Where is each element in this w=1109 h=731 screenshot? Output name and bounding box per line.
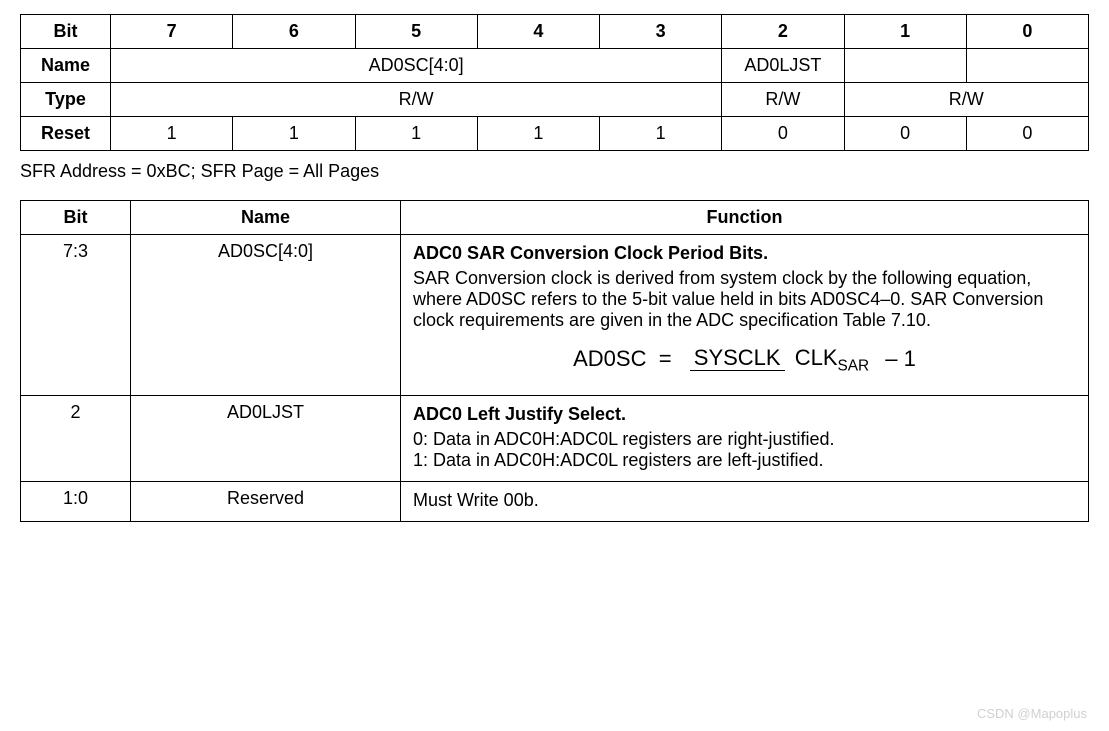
desc-bit-ad0ljst: 2 bbox=[21, 396, 131, 482]
bit-col-5: 5 bbox=[355, 15, 477, 49]
name-cell-ad0sc: AD0SC[4:0] bbox=[111, 49, 722, 83]
desc-header-row: Bit Name Function bbox=[21, 201, 1089, 235]
bit-col-7: 7 bbox=[111, 15, 233, 49]
desc-func-ad0ljst: ADC0 Left Justify Select. 0: Data in ADC… bbox=[401, 396, 1089, 482]
reset-2: 0 bbox=[722, 117, 844, 151]
sfr-address-line: SFR Address = 0xBC; SFR Page = All Pages bbox=[20, 161, 1089, 182]
type-row: Type R/W R/W R/W bbox=[21, 83, 1089, 117]
reset-6: 1 bbox=[233, 117, 355, 151]
desc-bit-ad0sc: 7:3 bbox=[21, 235, 131, 396]
type-label: Type bbox=[21, 83, 111, 117]
desc-name-ad0ljst: AD0LJST bbox=[131, 396, 401, 482]
name-row: Name AD0SC[4:0] AD0LJST bbox=[21, 49, 1089, 83]
desc-func-reserved: Must Write 00b. bbox=[401, 482, 1089, 522]
bit-col-2: 2 bbox=[722, 15, 844, 49]
reset-0: 0 bbox=[966, 117, 1088, 151]
eq-denominator: CLKSAR bbox=[791, 345, 873, 370]
bit-label: Bit bbox=[21, 15, 111, 49]
equation-ad0sc: AD0SC = SYSCLK CLKSAR – 1 bbox=[413, 345, 1076, 375]
name-cell-empty-0 bbox=[966, 49, 1088, 83]
name-label: Name bbox=[21, 49, 111, 83]
desc-func-ad0sc: ADC0 SAR Conversion Clock Period Bits. S… bbox=[401, 235, 1089, 396]
desc-header-name: Name bbox=[131, 201, 401, 235]
bit-header-row: Bit 7 6 5 4 3 2 1 0 bbox=[21, 15, 1089, 49]
func-title-ad0sc: ADC0 SAR Conversion Clock Period Bits. bbox=[413, 243, 1076, 264]
func-title-ad0ljst: ADC0 Left Justify Select. bbox=[413, 404, 1076, 425]
eq-numerator: SYSCLK bbox=[690, 345, 785, 371]
reset-row: Reset 1 1 1 1 1 0 0 0 bbox=[21, 117, 1089, 151]
reset-5: 1 bbox=[355, 117, 477, 151]
desc-name-ad0sc: AD0SC[4:0] bbox=[131, 235, 401, 396]
reset-7: 1 bbox=[111, 117, 233, 151]
reset-3: 1 bbox=[600, 117, 722, 151]
desc-bit-reserved: 1:0 bbox=[21, 482, 131, 522]
type-cell-2: R/W bbox=[844, 83, 1089, 117]
bit-col-4: 4 bbox=[477, 15, 599, 49]
bit-field-table: Bit 7 6 5 4 3 2 1 0 Name AD0SC[4:0] AD0L… bbox=[20, 14, 1089, 151]
bit-col-1: 1 bbox=[844, 15, 966, 49]
type-cell-0: R/W bbox=[111, 83, 722, 117]
func-line1-ad0ljst: 1: Data in ADC0H:ADC0L registers are lef… bbox=[413, 450, 1076, 471]
eq-lhs: AD0SC bbox=[573, 346, 646, 371]
func-body-ad0sc: SAR Conversion clock is derived from sys… bbox=[413, 268, 1076, 331]
watermark-text: CSDN @Mapoplus bbox=[977, 706, 1087, 721]
bit-col-3: 3 bbox=[600, 15, 722, 49]
desc-header-bit: Bit bbox=[21, 201, 131, 235]
desc-row-ad0ljst: 2 AD0LJST ADC0 Left Justify Select. 0: D… bbox=[21, 396, 1089, 482]
bit-col-6: 6 bbox=[233, 15, 355, 49]
desc-name-reserved: Reserved bbox=[131, 482, 401, 522]
reset-label: Reset bbox=[21, 117, 111, 151]
bit-description-table: Bit Name Function 7:3 AD0SC[4:0] ADC0 SA… bbox=[20, 200, 1089, 522]
desc-row-ad0sc: 7:3 AD0SC[4:0] ADC0 SAR Conversion Clock… bbox=[21, 235, 1089, 396]
func-line0-ad0ljst: 0: Data in ADC0H:ADC0L registers are rig… bbox=[413, 429, 1076, 450]
name-cell-ad0ljst: AD0LJST bbox=[722, 49, 844, 83]
eq-fraction: SYSCLK CLKSAR bbox=[690, 345, 873, 375]
type-cell-1: R/W bbox=[722, 83, 844, 117]
desc-row-reserved: 1:0 Reserved Must Write 00b. bbox=[21, 482, 1089, 522]
desc-header-func: Function bbox=[401, 201, 1089, 235]
name-cell-empty-1 bbox=[844, 49, 966, 83]
bit-col-0: 0 bbox=[966, 15, 1088, 49]
reset-4: 1 bbox=[477, 117, 599, 151]
reset-1: 0 bbox=[844, 117, 966, 151]
eq-tail: – 1 bbox=[885, 346, 916, 371]
